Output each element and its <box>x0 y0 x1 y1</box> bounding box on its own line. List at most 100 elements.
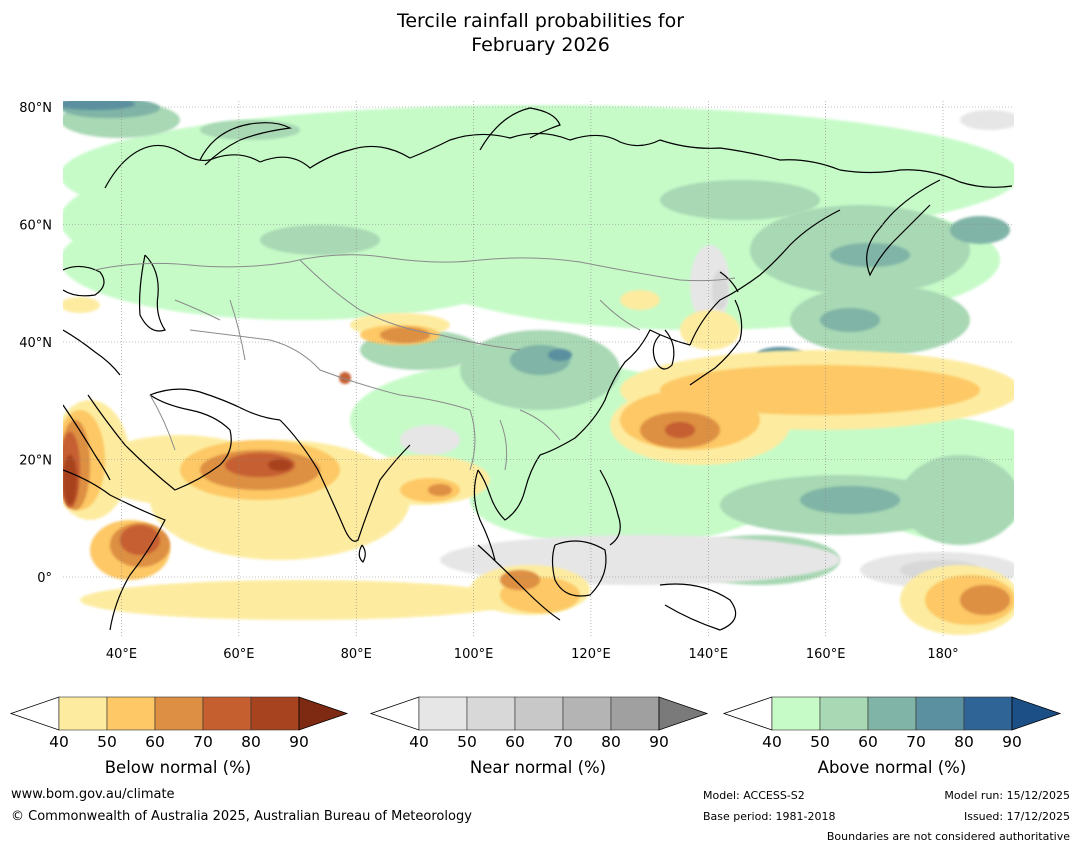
lon-tick-label: 160°E <box>806 647 846 662</box>
model-run-text: Model run: 15/12/2025 <box>944 789 1070 802</box>
colorbar-segment <box>106 696 156 731</box>
probability-patch <box>900 455 1014 545</box>
probability-patch <box>63 170 340 270</box>
probability-patch <box>830 243 910 267</box>
colorbar-0: 40 50 60 70 80 90 <box>9 696 349 751</box>
colorbar-segment <box>867 696 917 731</box>
colorbar-tick-label: 70 <box>193 733 213 751</box>
probability-patch <box>80 580 520 620</box>
lon-tick-label: 80°E <box>341 647 372 662</box>
colorbar-segment <box>154 696 204 731</box>
colorbar-tick-label: 60 <box>858 733 878 751</box>
near-normal-label: Near normal (%) <box>469 758 607 777</box>
probability-patch <box>400 425 460 455</box>
lat-tick-label: 20°N <box>19 454 52 469</box>
colorbar-segment <box>202 696 252 731</box>
colorbar-tick-label: 60 <box>145 733 165 751</box>
probability-patch <box>950 216 1010 244</box>
probability-patch <box>500 570 540 590</box>
probability-patch <box>268 459 292 471</box>
colorbar-segment <box>963 696 1013 731</box>
colorbar-tick-label: 70 <box>553 733 573 751</box>
colorbar-low-arrow <box>9 696 60 731</box>
longitude-labels: 40°E 60°E 80°E 100°E 120°E 140°E 160°E 180° <box>106 647 959 662</box>
colorbar-tick-label: 90 <box>1002 733 1022 751</box>
probability-patch <box>800 486 900 514</box>
copyright-text: © Commonwealth of Australia 2025, Austra… <box>11 809 472 824</box>
probability-patch <box>620 290 660 310</box>
probability-patch <box>548 349 572 361</box>
colorbar-low-arrow <box>369 696 420 731</box>
colorbar-tick-label: 80 <box>601 733 621 751</box>
lon-tick-label: 60°E <box>223 647 254 662</box>
probability-patch <box>820 308 880 332</box>
colorbar-segment <box>58 696 108 731</box>
colorbar-tick-label: 80 <box>954 733 974 751</box>
issued-text: Issued: 17/12/2025 <box>963 810 1070 823</box>
lat-tick-label: 40°N <box>19 336 52 351</box>
probability-patch <box>260 225 380 255</box>
colorbar-tick-label: 50 <box>810 733 830 751</box>
probability-patch <box>960 585 1010 615</box>
colorbar-tick-label: 60 <box>505 733 525 751</box>
above-normal-label: Above normal (%) <box>817 758 967 777</box>
lon-tick-label: 100°E <box>454 647 494 662</box>
colorbar-segment <box>562 696 612 731</box>
probability-patch <box>428 484 452 496</box>
colorbar-segment <box>915 696 965 731</box>
colorbars: 40 50 60 70 80 90 40 50 60 70 80 90 40 50 60 70 80 90 <box>9 696 1062 751</box>
colorbar-segment <box>819 696 869 731</box>
map-title-line1: Tercile rainfall probabilities for <box>396 10 685 32</box>
website-link[interactable]: www.bom.gov.au/climate <box>11 787 175 802</box>
colorbar-segment <box>418 696 468 731</box>
colorbar-segment <box>514 696 564 731</box>
lat-tick-label: 80°N <box>19 101 52 116</box>
colorbar-tick-label: 90 <box>289 733 309 751</box>
probability-patch <box>680 310 740 350</box>
colorbar-tick-label: 90 <box>649 733 669 751</box>
colorbar-2: 40 50 60 70 80 90 <box>722 696 1062 751</box>
colorbar-tick-label: 70 <box>906 733 926 751</box>
probability-patch <box>665 422 695 438</box>
probability-patch <box>63 297 100 313</box>
colorbar-1: 40 50 60 70 80 90 <box>369 696 709 751</box>
colorbar-tick-label: 80 <box>241 733 261 751</box>
lon-tick-label: 40°E <box>106 647 137 662</box>
boundaries-note: Boundaries are not considered authoritat… <box>826 830 1070 843</box>
probability-patch <box>470 455 770 545</box>
probability-patch <box>339 372 351 384</box>
probability-patch <box>200 120 300 140</box>
latitude-labels: 80°N 60°N 40°N 20°N 0° <box>19 101 52 586</box>
map-title-line2: February 2026 <box>471 34 610 56</box>
colorbar-tick-label: 50 <box>457 733 477 751</box>
country-borders <box>94 254 736 471</box>
lon-tick-label: 140°E <box>689 647 729 662</box>
colorbar-high-arrow <box>298 696 349 731</box>
base-period-text: Base period: 1981-2018 <box>703 810 836 823</box>
probability-patch <box>960 110 1014 130</box>
model-text: Model: ACCESS-S2 <box>703 789 805 802</box>
lat-tick-label: 60°N <box>19 219 52 234</box>
colorbar-segment <box>250 696 300 731</box>
colorbar-segment <box>466 696 516 731</box>
colorbar-high-arrow <box>658 696 709 731</box>
probability-patch <box>660 180 820 220</box>
probability-patch <box>380 327 430 343</box>
probability-patch <box>63 455 77 505</box>
probability-patch <box>63 101 135 110</box>
colorbar-tick-label: 40 <box>49 733 69 751</box>
colorbar-tick-label: 40 <box>762 733 782 751</box>
colorbar-high-arrow <box>1011 696 1062 731</box>
colorbar-tick-label: 40 <box>409 733 429 751</box>
lat-tick-label: 0° <box>37 571 52 586</box>
lon-tick-label: 120°E <box>571 647 611 662</box>
coastlines <box>63 107 1013 631</box>
colorbar-segment <box>771 696 821 731</box>
lon-tick-label: 180° <box>927 647 958 662</box>
colorbar-segment <box>610 696 660 731</box>
graticule <box>63 101 1014 636</box>
probability-field <box>63 101 1014 636</box>
colorbar-tick-label: 50 <box>97 733 117 751</box>
below-normal-label: Below normal (%) <box>104 758 252 777</box>
